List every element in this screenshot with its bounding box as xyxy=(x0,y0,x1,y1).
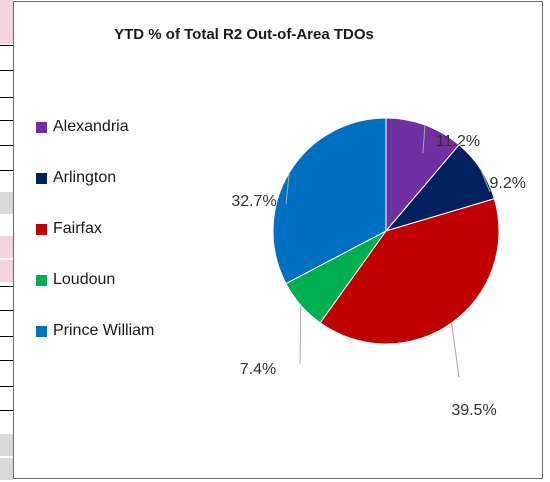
legend-label: Loudoun xyxy=(53,271,116,288)
chart-frame[interactable]: YTD % of Total R2 Out-of-Area TDOs Alexa… xyxy=(13,1,543,479)
chart-title: YTD % of Total R2 Out-of-Area TDOs xyxy=(114,26,374,43)
data-label-prince-william: 32.7% xyxy=(231,193,276,210)
data-label-arlington: 9.2% xyxy=(490,175,526,192)
pie-slice-fairfax[interactable] xyxy=(319,198,500,345)
leader-line xyxy=(422,124,426,154)
leader-line xyxy=(451,322,460,378)
legend-swatch xyxy=(36,172,47,184)
legend-swatch xyxy=(36,325,47,337)
legend-item-fairfax: Fairfax xyxy=(36,219,102,239)
data-label-alexandria: 11.2% xyxy=(436,133,480,150)
leader-line xyxy=(299,305,302,365)
legend-label: Alexandria xyxy=(53,118,129,135)
data-label-fairfax: 39.5% xyxy=(451,402,496,419)
legend-item-arlington: Arlington xyxy=(36,168,116,188)
data-label-loudoun: 7.4% xyxy=(240,361,276,378)
legend-item-loudoun: Loudoun xyxy=(36,270,115,290)
legend-label: Prince William xyxy=(53,322,155,339)
leader-line xyxy=(285,172,290,205)
legend-swatch xyxy=(36,274,47,286)
legend-item-prince-william: Prince William xyxy=(36,321,154,341)
leader-line xyxy=(480,169,491,193)
legend-swatch xyxy=(36,121,47,133)
legend-label: Arlington xyxy=(53,169,117,186)
pie-chart: 11.2% 9.2% 39.5% 7.4% 32.7% xyxy=(231,117,526,419)
legend-swatch xyxy=(36,223,47,235)
legend-item-alexandria: Alexandria xyxy=(36,117,129,137)
legend-label: Fairfax xyxy=(53,220,102,237)
